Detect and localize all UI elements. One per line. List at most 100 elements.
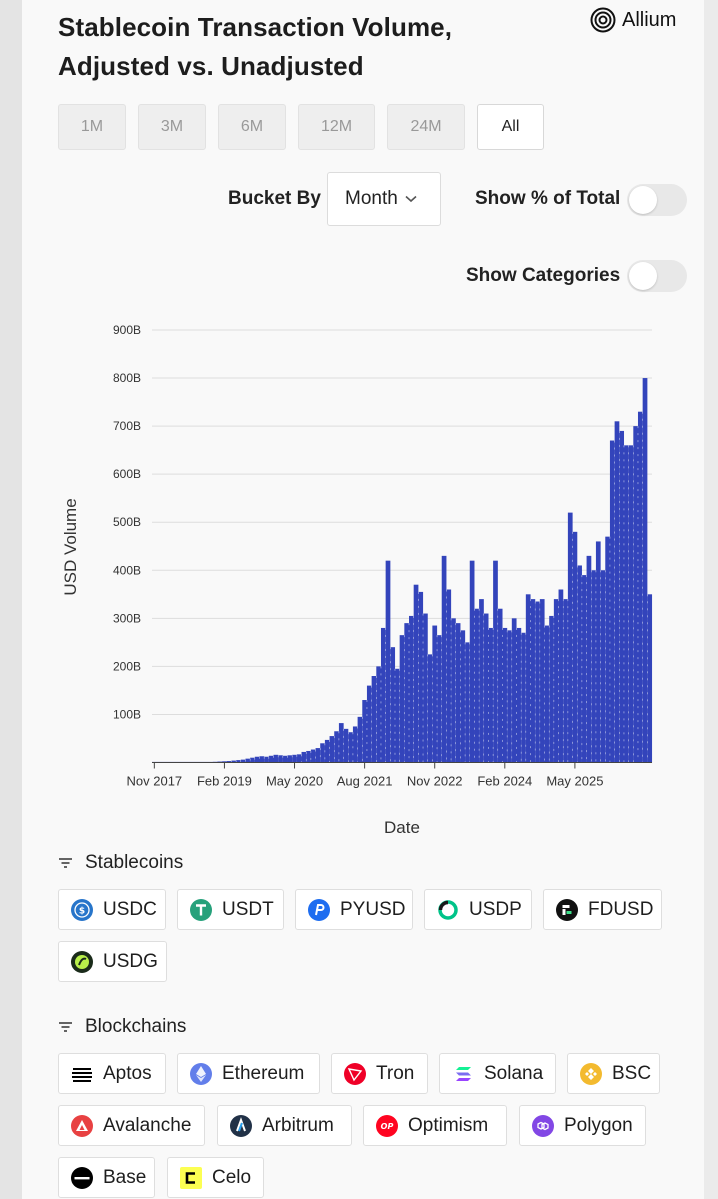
chip-label: BSC	[612, 1062, 652, 1084]
stablecoins-heading: Stablecoins	[58, 852, 183, 874]
chip-label: USDC	[103, 898, 157, 920]
chip-usdt[interactable]: USDT	[177, 889, 284, 930]
bar	[516, 627, 522, 763]
bar	[535, 601, 540, 763]
chip-label: USDT	[222, 898, 274, 920]
y-axis-title: USD Volume	[61, 498, 80, 595]
bar	[469, 560, 475, 763]
chip-aptos[interactable]: Aptos	[58, 1053, 166, 1094]
chip-avalanche[interactable]: Avalanche	[58, 1105, 205, 1146]
bar	[563, 599, 568, 763]
bar	[474, 608, 480, 763]
y-tick-label: 200B	[113, 659, 141, 673]
range-button-3m[interactable]: 3M	[138, 104, 206, 150]
chip-label: Solana	[484, 1062, 544, 1084]
range-button-1m[interactable]: 1M	[58, 104, 126, 150]
chip-label: Optimism	[408, 1114, 489, 1136]
x-tick-label: Nov 2017	[127, 774, 183, 789]
chip-label: FDUSD	[588, 898, 654, 920]
chip-label: USDG	[103, 950, 158, 972]
bar	[329, 736, 335, 763]
bar	[600, 570, 606, 763]
bar	[553, 599, 559, 763]
range-button-12m[interactable]: 12M	[298, 104, 375, 150]
chip-bsc[interactable]: BSC	[567, 1053, 660, 1094]
y-tick-label: 600B	[113, 467, 141, 481]
stablecoins-heading-label: Stablecoins	[85, 852, 184, 873]
show-pct-toggle[interactable]	[627, 184, 687, 216]
bar	[371, 676, 377, 763]
range-button-24m[interactable]: 24M	[387, 104, 465, 150]
toggle-knob	[629, 186, 657, 214]
avalanche-icon	[71, 1114, 93, 1137]
bar	[432, 625, 438, 763]
filter-icon	[59, 1022, 72, 1032]
bar	[310, 749, 316, 763]
chip-label: Tron	[376, 1062, 415, 1084]
x-axis-title: Date	[384, 818, 420, 837]
bar	[250, 757, 255, 763]
y-tick-label: 300B	[113, 611, 141, 625]
bar	[236, 760, 241, 763]
brand-name: Allium	[622, 8, 677, 31]
range-button-6m[interactable]: 6M	[218, 104, 286, 150]
bar	[409, 615, 414, 763]
bar	[544, 625, 550, 763]
chip-label: Base	[103, 1166, 147, 1188]
usdc-icon: $	[71, 898, 93, 921]
bar	[226, 761, 232, 763]
aptos-icon	[71, 1062, 93, 1085]
chip-fdusd[interactable]: FDUSD	[543, 889, 662, 930]
chip-celo[interactable]: Celo	[167, 1157, 264, 1198]
chevron-down-icon	[405, 195, 417, 203]
bar	[558, 589, 564, 763]
usdg-icon	[71, 950, 93, 973]
bar	[595, 541, 601, 763]
x-tick-label: Feb 2024	[477, 774, 532, 789]
bar	[264, 756, 269, 763]
bar	[521, 632, 526, 763]
chip-label: Polygon	[564, 1114, 633, 1136]
chip-solana[interactable]: Solana	[439, 1053, 556, 1094]
chip-label: Celo	[212, 1166, 252, 1188]
bar	[343, 728, 349, 763]
bar	[455, 623, 461, 763]
bar	[507, 630, 512, 763]
bar	[338, 723, 344, 763]
chip-arbitrum[interactable]: Arbitrum	[217, 1105, 352, 1146]
chip-pyusd[interactable]: PYUSD	[295, 889, 413, 930]
bar	[366, 685, 372, 763]
chip-ethereum[interactable]: Ethereum	[177, 1053, 320, 1094]
bar	[437, 635, 442, 763]
y-tick-label: 100B	[113, 707, 141, 721]
bar	[591, 570, 596, 763]
chip-tron[interactable]: Tron	[331, 1053, 428, 1094]
chip-base[interactable]: Base	[58, 1157, 155, 1198]
bar	[413, 584, 419, 763]
chip-polygon[interactable]: Polygon	[519, 1105, 646, 1146]
bar	[539, 599, 545, 763]
x-tick-label: May 2025	[546, 774, 603, 789]
bar	[385, 560, 391, 763]
pyusd-icon	[308, 898, 330, 921]
bar	[268, 755, 274, 763]
bar	[282, 755, 288, 763]
chip-optimism[interactable]: OP Optimism	[363, 1105, 507, 1146]
chip-usdc[interactable]: $ USDC	[58, 889, 166, 930]
bar	[259, 756, 265, 763]
chip-label: USDP	[469, 898, 522, 920]
bar	[614, 421, 620, 763]
chip-usdp[interactable]: USDP	[424, 889, 532, 930]
bar	[577, 565, 582, 763]
bar	[549, 615, 554, 763]
show-categories-toggle[interactable]	[627, 260, 687, 292]
y-tick-label: 700B	[113, 419, 141, 433]
bar	[479, 599, 484, 763]
bar	[306, 750, 311, 763]
range-button-all[interactable]: All	[477, 104, 544, 150]
bar	[647, 594, 653, 763]
bucket-select[interactable]: Month	[327, 172, 441, 226]
bar	[292, 754, 297, 763]
bar	[511, 618, 517, 763]
chip-usdg[interactable]: USDG	[58, 941, 167, 982]
